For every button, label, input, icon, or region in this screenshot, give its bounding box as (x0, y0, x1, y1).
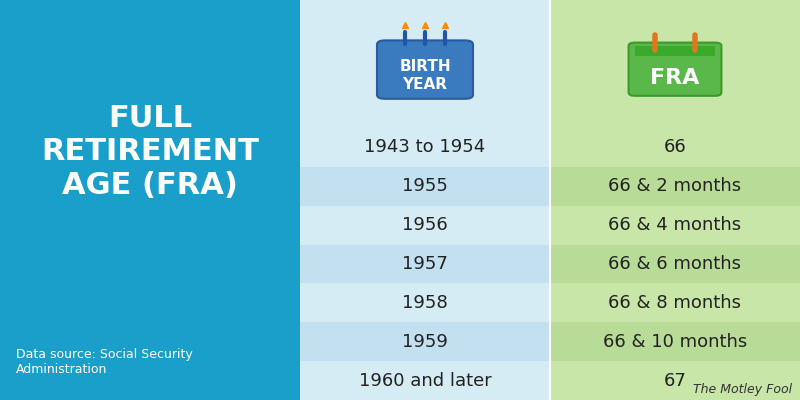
FancyBboxPatch shape (550, 244, 800, 284)
Text: 1955: 1955 (402, 177, 448, 195)
Text: FULL
RETIREMENT
AGE (FRA): FULL RETIREMENT AGE (FRA) (41, 104, 259, 200)
FancyBboxPatch shape (0, 0, 300, 400)
FancyBboxPatch shape (550, 361, 800, 400)
Text: 1943 to 1954: 1943 to 1954 (364, 138, 486, 156)
Text: 66: 66 (664, 138, 686, 156)
FancyBboxPatch shape (300, 128, 550, 167)
FancyBboxPatch shape (300, 284, 550, 322)
FancyBboxPatch shape (300, 361, 550, 400)
FancyBboxPatch shape (300, 244, 550, 284)
Text: 1956: 1956 (402, 216, 448, 234)
Text: FRA: FRA (650, 68, 700, 88)
Text: 66 & 8 months: 66 & 8 months (609, 294, 742, 312)
FancyBboxPatch shape (550, 206, 800, 244)
Text: 66 & 4 months: 66 & 4 months (609, 216, 742, 234)
FancyBboxPatch shape (550, 128, 800, 167)
Text: 1957: 1957 (402, 255, 448, 273)
Text: 1960 and later: 1960 and later (358, 372, 491, 390)
Text: 1959: 1959 (402, 333, 448, 351)
FancyBboxPatch shape (300, 322, 550, 361)
FancyBboxPatch shape (550, 284, 800, 322)
FancyBboxPatch shape (550, 0, 800, 128)
FancyBboxPatch shape (550, 322, 800, 361)
Text: 67: 67 (663, 372, 686, 390)
FancyBboxPatch shape (300, 206, 550, 244)
Text: 66 & 10 months: 66 & 10 months (603, 333, 747, 351)
Text: BIRTH
YEAR: BIRTH YEAR (399, 60, 451, 92)
Text: 66 & 2 months: 66 & 2 months (609, 177, 742, 195)
FancyBboxPatch shape (377, 40, 473, 99)
Text: Data source: Social Security
Administration: Data source: Social Security Administrat… (16, 348, 193, 376)
FancyBboxPatch shape (300, 0, 550, 128)
FancyBboxPatch shape (629, 43, 722, 96)
FancyBboxPatch shape (300, 167, 550, 206)
FancyBboxPatch shape (550, 167, 800, 206)
Text: The Motley Fool: The Motley Fool (693, 383, 792, 396)
Text: 1958: 1958 (402, 294, 448, 312)
Text: 66 & 6 months: 66 & 6 months (609, 255, 742, 273)
FancyBboxPatch shape (635, 46, 715, 56)
